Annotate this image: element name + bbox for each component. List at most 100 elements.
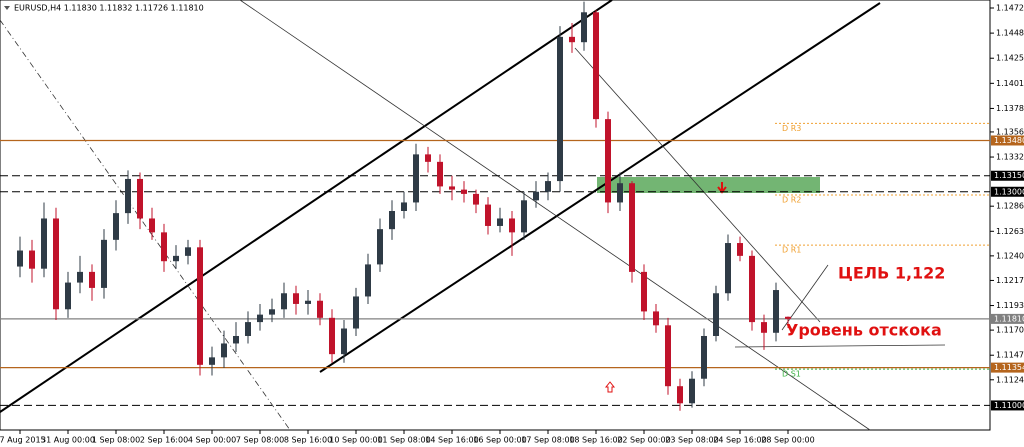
x-tick-label: 10 Sep 00:00 bbox=[329, 436, 382, 445]
candle-body bbox=[161, 232, 167, 262]
candle-body bbox=[197, 247, 203, 365]
chart-title: EURUSD,H4 1.11830 1.11832 1.11726 1.1181… bbox=[14, 4, 204, 13]
candle-body bbox=[341, 328, 347, 355]
candle-body bbox=[593, 12, 599, 120]
y-tick-label: 1.12630 bbox=[996, 227, 1024, 236]
candle-body bbox=[41, 218, 47, 269]
candle-body bbox=[53, 218, 59, 310]
y-tick-label: 1.14015 bbox=[996, 79, 1024, 88]
candle-body bbox=[617, 183, 623, 203]
candle-body bbox=[557, 36, 563, 182]
annotation: ЦЕЛЬ 1,122 bbox=[838, 264, 945, 283]
x-tick-label: 24 Sep 16:00 bbox=[713, 436, 766, 445]
candle-body bbox=[605, 119, 611, 203]
x-tick-label: 31 Aug 00:00 bbox=[41, 436, 95, 445]
price-tag bbox=[991, 400, 1024, 411]
x-tick-label: 22 Sep 00:00 bbox=[617, 436, 670, 445]
candle-body bbox=[641, 271, 647, 312]
y-tick-label: 1.12865 bbox=[996, 202, 1024, 211]
x-tick-label: 16 Sep 00:00 bbox=[473, 436, 526, 445]
candle-body bbox=[149, 218, 155, 233]
candle-body bbox=[221, 343, 227, 358]
pivot-label: D R3 bbox=[782, 124, 801, 133]
x-tick-label: 11 Sep 08:00 bbox=[377, 436, 430, 445]
candle-body bbox=[569, 36, 575, 43]
y-tick-label: 1.13560 bbox=[996, 127, 1024, 136]
candle-body bbox=[485, 204, 491, 226]
candle-body bbox=[773, 290, 779, 333]
plot-area bbox=[0, 0, 991, 431]
trend-lines bbox=[0, 0, 946, 431]
y-tick-label: 1.14250 bbox=[996, 54, 1024, 63]
candle-body bbox=[413, 154, 419, 203]
x-tick-label: 8 Sep 16:00 bbox=[284, 436, 332, 445]
candle-body bbox=[713, 293, 719, 336]
price-tag bbox=[991, 313, 1024, 324]
candle-body bbox=[725, 243, 731, 294]
price-tag bbox=[991, 362, 1024, 373]
candle-body bbox=[449, 186, 455, 190]
candle-body bbox=[365, 264, 371, 297]
candle-body bbox=[497, 218, 503, 226]
x-tick-label: 7 Sep 08:00 bbox=[236, 436, 284, 445]
trend-line bbox=[239, 0, 871, 431]
y-tick-label: 1.14720 bbox=[996, 4, 1024, 13]
price-tag-label: 1.11354 bbox=[994, 363, 1024, 372]
y-tick-label: 1.14485 bbox=[996, 29, 1024, 38]
candle-body bbox=[761, 322, 767, 333]
annotation: Уровень отскока bbox=[786, 321, 942, 340]
candle-body bbox=[689, 378, 695, 404]
x-tick-label: 4 Sep 00:00 bbox=[188, 436, 236, 445]
x-tick-label: 1 Sep 08:00 bbox=[92, 436, 140, 445]
candle-body bbox=[701, 335, 707, 379]
menu-triangle bbox=[4, 6, 10, 10]
y-tick-label: 1.12170 bbox=[996, 276, 1024, 285]
candle-body bbox=[389, 210, 395, 230]
candle-body bbox=[281, 293, 287, 310]
candle-body bbox=[377, 229, 383, 265]
pivot-label: D S1 bbox=[782, 370, 801, 379]
candle-body bbox=[509, 218, 515, 233]
candle-body bbox=[257, 314, 263, 323]
candle-body bbox=[581, 12, 587, 43]
trend-line bbox=[0, 19, 291, 431]
price-tag-label: 1.11810 bbox=[994, 314, 1024, 323]
y-tick-label: 1.11935 bbox=[996, 301, 1024, 310]
candle-body bbox=[137, 178, 143, 219]
price-tag bbox=[991, 135, 1024, 146]
price-tag-label: 1.13480 bbox=[994, 136, 1024, 145]
channel-line bbox=[319, 2, 881, 373]
up-arrow bbox=[604, 381, 616, 393]
price-tag-label: 1.13150 bbox=[994, 171, 1024, 180]
price-tag bbox=[991, 186, 1024, 197]
y-tick-label: 1.13780 bbox=[996, 104, 1024, 113]
candle-body bbox=[65, 282, 71, 310]
candle-body bbox=[245, 322, 251, 336]
candle-body bbox=[737, 243, 743, 256]
candle-body bbox=[653, 311, 659, 326]
candle-body bbox=[17, 250, 23, 267]
candle-body bbox=[329, 317, 335, 355]
channel-line bbox=[0, 0, 613, 413]
candle-body bbox=[521, 200, 527, 233]
candle-body bbox=[785, 316, 791, 319]
pointer-line bbox=[734, 344, 946, 348]
x-tick-label: 18 Sep 16:00 bbox=[569, 436, 622, 445]
candle-body bbox=[425, 154, 431, 162]
x-tick-label: 14 Sep 16:00 bbox=[425, 436, 478, 445]
y-tick-label: 1.11470 bbox=[996, 351, 1024, 360]
candle-body bbox=[209, 357, 215, 365]
candle-body bbox=[665, 325, 671, 387]
x-tick-label: 2 Sep 16:00 bbox=[140, 436, 188, 445]
zone bbox=[597, 177, 820, 193]
price-tag-label: 1.11000 bbox=[994, 401, 1024, 410]
candle-body bbox=[317, 300, 323, 318]
y-tick-label: 1.13325 bbox=[996, 153, 1024, 162]
y-tick-label: 1.12400 bbox=[996, 251, 1024, 260]
candle-body bbox=[113, 213, 119, 240]
candle-body bbox=[677, 386, 683, 404]
candle-body bbox=[533, 191, 539, 201]
candle-body bbox=[749, 255, 755, 323]
candle-body bbox=[473, 193, 479, 205]
